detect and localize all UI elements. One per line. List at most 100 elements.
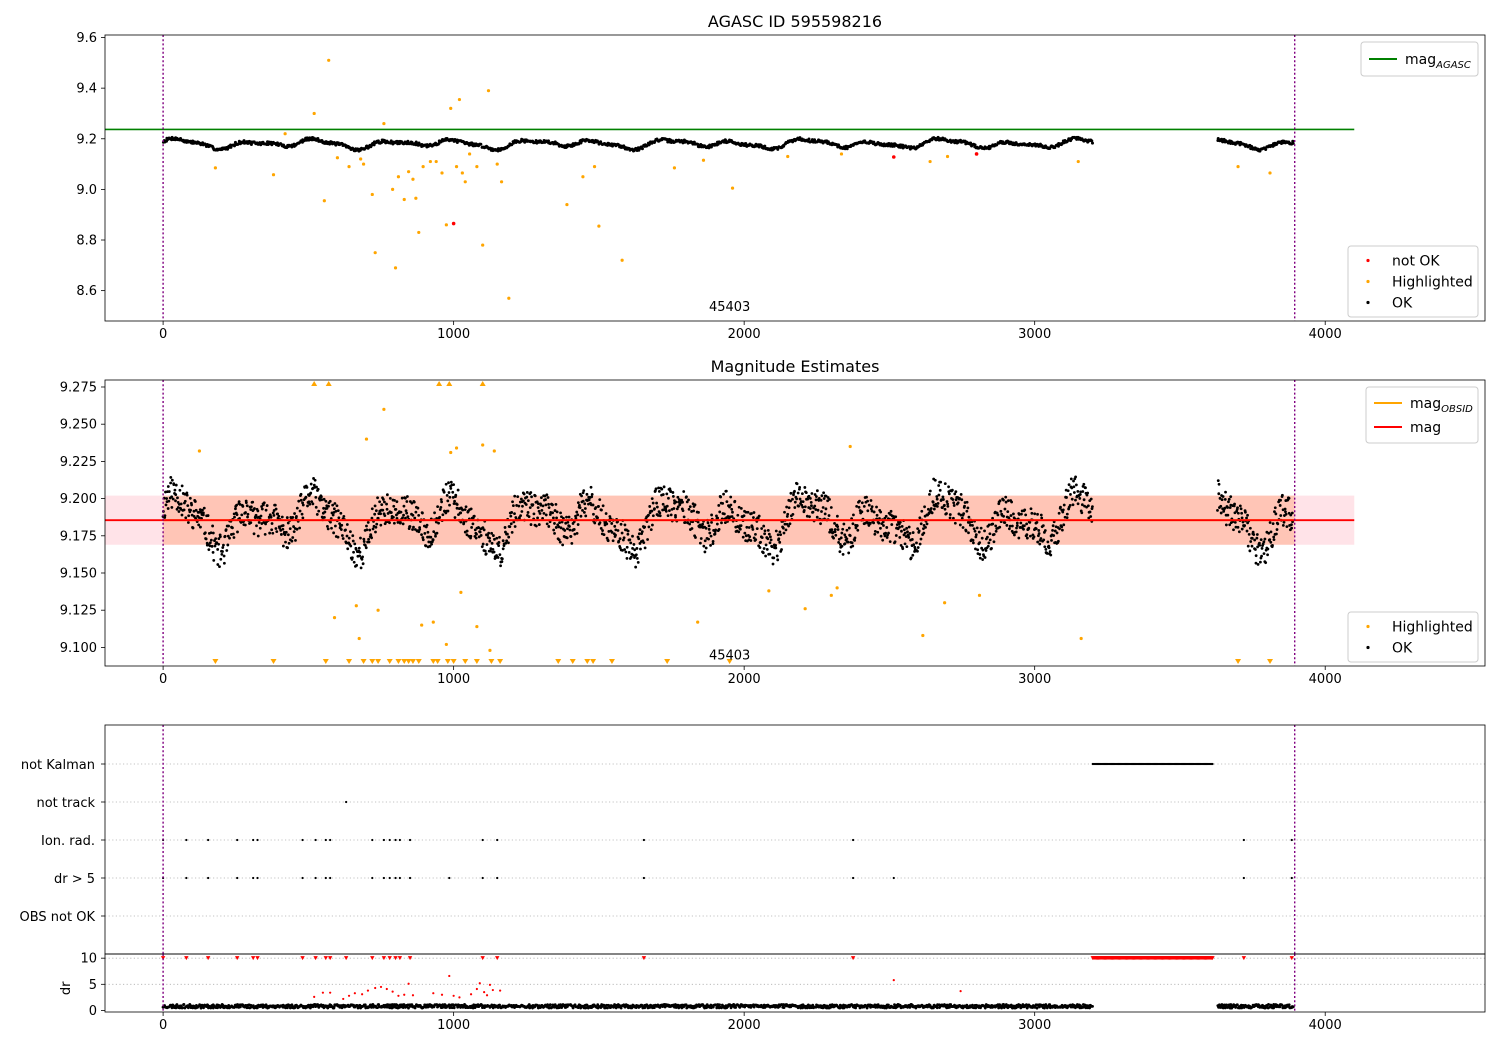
ok-point — [551, 511, 555, 515]
highlighted-point — [495, 162, 499, 166]
ok-point — [1281, 524, 1285, 527]
ok-point — [199, 525, 202, 529]
ok-point — [388, 496, 392, 500]
ok-point — [1248, 549, 1252, 553]
highlighted-point — [376, 608, 380, 612]
ok-point — [1020, 512, 1023, 516]
ok-point — [370, 516, 374, 520]
ok-point — [1024, 513, 1028, 517]
ok-point — [1071, 503, 1075, 507]
highlighted-point — [481, 443, 485, 447]
ok-point — [974, 535, 978, 539]
legend-dot-swatch — [1366, 279, 1370, 284]
ok-point — [299, 492, 303, 496]
flag-point — [642, 876, 646, 880]
ok-point — [515, 504, 519, 507]
ok-point — [355, 563, 359, 567]
ok-point — [731, 510, 734, 514]
legend-label: OK — [1392, 296, 1413, 312]
ok-point — [291, 536, 295, 539]
highlighted-point — [459, 590, 463, 594]
ok-point — [534, 524, 538, 528]
ok-point — [342, 514, 346, 518]
ok-point — [1287, 496, 1291, 500]
ok-point — [574, 516, 578, 520]
dr-point — [734, 1006, 738, 1009]
ok-point — [1245, 529, 1249, 533]
ok-point — [505, 539, 509, 543]
ok-point — [992, 533, 996, 536]
ok-point — [647, 525, 651, 529]
ok-point — [361, 555, 364, 559]
ok-point — [582, 489, 586, 493]
ok-point — [1252, 533, 1256, 536]
ok-point — [860, 501, 864, 505]
ok-point — [287, 541, 291, 545]
ok-point — [1037, 534, 1040, 538]
ok-point — [565, 536, 569, 540]
ok-point — [637, 537, 641, 541]
ok-point — [234, 507, 237, 511]
ok-point — [174, 493, 178, 496]
ok-point — [647, 513, 650, 517]
ok-point — [547, 525, 551, 528]
ok-point — [401, 522, 405, 526]
ok-point — [174, 499, 177, 503]
ok-point — [255, 524, 258, 528]
ok-point — [1057, 511, 1061, 515]
highlighted-point — [581, 175, 585, 179]
ok-point — [452, 483, 456, 487]
dr-point — [202, 1006, 205, 1010]
ok-point — [545, 522, 549, 526]
ok-point — [479, 534, 483, 537]
ok-point — [1261, 542, 1265, 546]
highlighted-point — [335, 156, 340, 160]
ok-point — [396, 139, 400, 143]
ok-point — [525, 495, 529, 499]
ok-point — [661, 493, 665, 496]
ok-point — [395, 500, 399, 504]
ok-point — [491, 547, 495, 551]
ok-point — [627, 550, 631, 554]
highlighted-point — [440, 171, 444, 175]
ok-point — [583, 507, 587, 510]
ok-point — [648, 505, 652, 508]
ok-point — [715, 514, 718, 518]
ok-point — [977, 530, 981, 534]
ok-point — [1253, 538, 1257, 542]
ok-point — [584, 514, 588, 518]
ok-point — [1226, 506, 1230, 509]
ok-point — [879, 510, 883, 514]
ok-point — [530, 495, 533, 499]
ok-point — [1027, 526, 1031, 530]
ok-point — [834, 533, 838, 537]
ok-point — [507, 535, 511, 539]
ok-point — [963, 501, 967, 504]
ok-point — [413, 516, 417, 520]
ok-point — [334, 509, 338, 513]
ok-point — [389, 511, 393, 514]
ok-point — [629, 555, 633, 559]
ok-point — [1084, 486, 1087, 490]
ok-point — [1074, 498, 1077, 502]
ok-point — [1042, 538, 1046, 542]
ok-point — [729, 503, 733, 507]
dr-point — [181, 1006, 185, 1009]
ok-point — [822, 497, 826, 500]
ok-point — [464, 505, 468, 509]
ok-point — [860, 510, 864, 514]
ok-point — [1005, 523, 1009, 527]
ok-point — [744, 534, 748, 538]
ok-point — [521, 504, 524, 508]
ok-point — [346, 547, 350, 551]
ok-point — [807, 494, 811, 498]
ok-point — [946, 502, 950, 506]
ok-point — [873, 530, 877, 533]
ok-point — [176, 506, 180, 509]
ok-point — [798, 497, 802, 501]
ok-point — [322, 497, 326, 501]
ok-point — [963, 504, 966, 508]
ok-point — [286, 521, 290, 525]
ok-point — [1087, 516, 1091, 520]
ok-point — [862, 504, 866, 508]
